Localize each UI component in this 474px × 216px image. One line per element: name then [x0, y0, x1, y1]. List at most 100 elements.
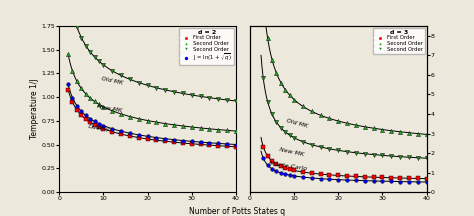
Point — [326, 117, 333, 120]
Point — [206, 96, 213, 99]
Point — [268, 167, 276, 171]
Point — [86, 96, 94, 100]
Point — [273, 71, 280, 75]
Point — [109, 69, 116, 73]
Point — [317, 177, 324, 180]
Point — [286, 133, 293, 137]
Point — [214, 97, 222, 101]
Point — [264, 37, 272, 40]
Point — [82, 114, 90, 117]
Point — [188, 93, 195, 97]
Point — [387, 180, 395, 183]
Point — [170, 90, 178, 94]
Point — [78, 87, 85, 90]
Point — [387, 176, 395, 179]
Point — [343, 174, 351, 178]
Point — [277, 81, 285, 84]
Point — [264, 154, 272, 158]
Point — [370, 153, 377, 156]
Text: Old MK: Old MK — [285, 118, 308, 129]
Point — [387, 129, 395, 132]
Point — [86, 121, 94, 124]
Point — [352, 175, 360, 178]
Point — [162, 122, 169, 125]
Point — [144, 84, 151, 87]
Point — [126, 115, 134, 118]
Point — [286, 94, 293, 97]
Point — [135, 117, 143, 121]
Point — [100, 105, 107, 108]
Point — [414, 177, 421, 180]
Point — [268, 58, 276, 62]
Point — [379, 176, 386, 179]
Point — [223, 142, 231, 146]
Point — [69, 96, 76, 99]
Point — [326, 173, 333, 177]
Point — [64, 83, 72, 86]
Point — [197, 140, 204, 144]
Point — [109, 127, 116, 130]
Point — [299, 140, 307, 143]
Point — [95, 125, 103, 129]
Point — [135, 133, 143, 137]
Point — [317, 145, 324, 149]
Point — [423, 180, 430, 184]
Point — [162, 140, 169, 143]
Point — [197, 126, 204, 130]
Point — [343, 122, 351, 125]
Point — [170, 123, 178, 127]
Point — [370, 127, 377, 130]
Point — [259, 156, 267, 160]
Text: New MK: New MK — [279, 147, 304, 157]
Point — [405, 176, 413, 180]
Point — [95, 59, 103, 63]
Point — [78, 113, 85, 117]
Point — [144, 137, 151, 141]
Point — [126, 132, 134, 135]
Text: Number of Potts States q: Number of Potts States q — [189, 207, 285, 216]
Point — [135, 136, 143, 139]
Point — [396, 176, 404, 180]
Text: Duality: Duality — [88, 124, 111, 132]
Y-axis label: Temperature 1/J: Temperature 1/J — [29, 79, 38, 139]
Point — [273, 121, 280, 124]
Point — [188, 125, 195, 129]
Point — [232, 145, 240, 149]
Point — [335, 174, 342, 177]
Point — [223, 129, 231, 132]
Point — [308, 172, 316, 175]
Point — [69, 100, 76, 104]
Point — [162, 88, 169, 92]
Point — [73, 104, 81, 107]
Point — [277, 171, 285, 175]
Point — [82, 92, 90, 95]
Point — [268, 159, 276, 163]
Point — [299, 105, 307, 108]
Point — [82, 118, 90, 121]
Point — [379, 179, 386, 183]
Point — [405, 131, 413, 135]
Point — [86, 117, 94, 121]
Point — [153, 121, 160, 124]
Point — [64, 52, 72, 56]
Point — [206, 141, 213, 145]
Point — [273, 162, 280, 166]
Point — [78, 110, 85, 113]
Point — [170, 140, 178, 144]
Point — [214, 142, 222, 145]
Point — [162, 137, 169, 140]
Point — [91, 55, 99, 59]
Point — [361, 152, 369, 156]
Point — [95, 103, 103, 106]
Point — [223, 145, 231, 148]
Point — [144, 135, 151, 138]
Point — [188, 140, 195, 143]
Point — [117, 132, 125, 136]
Text: Old MK: Old MK — [101, 76, 124, 86]
Point — [69, 10, 76, 13]
Point — [414, 156, 421, 159]
Point — [153, 138, 160, 142]
Point — [423, 157, 430, 160]
Point — [259, 76, 267, 80]
Point — [277, 126, 285, 130]
